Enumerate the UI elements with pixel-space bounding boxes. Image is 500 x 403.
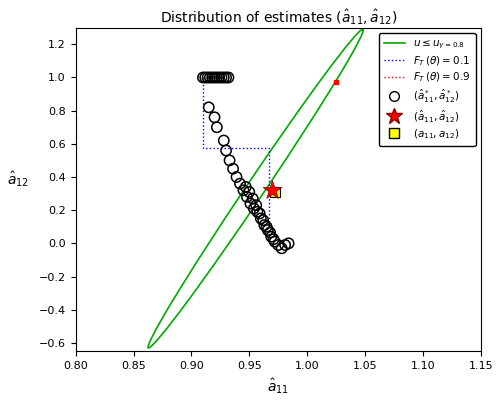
Point bbox=[246, 200, 254, 207]
Point bbox=[274, 242, 282, 248]
Point bbox=[259, 217, 267, 223]
Point bbox=[208, 74, 216, 81]
Point bbox=[246, 189, 254, 195]
Point bbox=[254, 209, 262, 215]
Point bbox=[204, 104, 212, 110]
Point bbox=[240, 187, 248, 193]
Point bbox=[252, 202, 260, 208]
Point bbox=[202, 74, 209, 81]
Point bbox=[270, 239, 278, 245]
Point bbox=[270, 236, 278, 243]
Point bbox=[204, 74, 212, 81]
Point bbox=[220, 74, 228, 81]
X-axis label: $\hat{a}_{11}$: $\hat{a}_{11}$ bbox=[267, 376, 289, 396]
Point bbox=[267, 233, 275, 240]
Point bbox=[243, 194, 251, 200]
Point bbox=[213, 124, 221, 131]
Point bbox=[248, 195, 256, 202]
Point bbox=[226, 157, 234, 164]
Point bbox=[232, 174, 240, 180]
Point bbox=[222, 147, 230, 154]
Point bbox=[210, 74, 218, 81]
Point bbox=[229, 166, 237, 172]
Point bbox=[264, 227, 272, 233]
Point bbox=[236, 181, 244, 187]
Point bbox=[224, 74, 232, 81]
Point bbox=[215, 74, 223, 81]
Point bbox=[206, 74, 214, 81]
Point bbox=[262, 224, 270, 230]
Point bbox=[220, 137, 228, 144]
Title: Distribution of estimates $(\hat{a}_{11}, \hat{a}_{12})$: Distribution of estimates $(\hat{a}_{11}… bbox=[160, 7, 397, 27]
Point bbox=[260, 222, 268, 229]
Point bbox=[256, 210, 264, 217]
Point bbox=[210, 114, 218, 120]
Point bbox=[213, 74, 221, 81]
Legend: $u \leq u_{\gamma=0.8}$, $F_T\,(\theta) = 0.1$, $F_T\,(\theta) = 0.9$, $(\hat{a}: $u \leq u_{\gamma=0.8}$, $F_T\,(\theta) … bbox=[378, 33, 476, 146]
Point bbox=[257, 215, 265, 222]
Point bbox=[270, 188, 278, 195]
Point bbox=[281, 242, 289, 248]
Point bbox=[242, 184, 250, 190]
Point bbox=[284, 240, 292, 247]
Y-axis label: $\hat{a}_{12}$: $\hat{a}_{12}$ bbox=[7, 170, 29, 189]
Point bbox=[278, 245, 285, 251]
Point bbox=[268, 187, 276, 193]
Point bbox=[222, 74, 230, 81]
Point bbox=[218, 74, 226, 81]
Point bbox=[250, 205, 258, 212]
Point bbox=[199, 74, 207, 81]
Point bbox=[266, 229, 274, 236]
